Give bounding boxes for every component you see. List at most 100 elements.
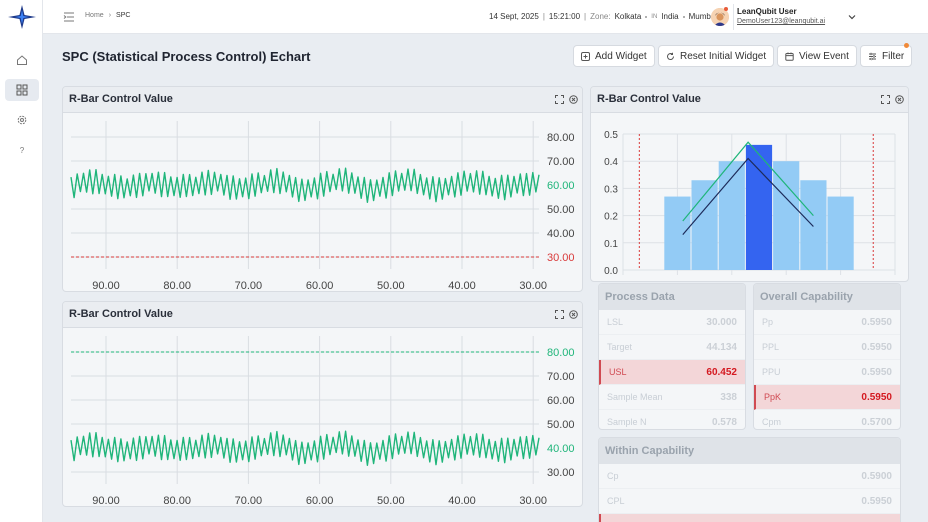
card-title: Overall Capability	[760, 291, 853, 303]
sidebar: ?	[0, 0, 43, 522]
card-title: Process Data	[605, 291, 675, 303]
row-value: 0.5950	[861, 367, 892, 378]
settings-icon	[17, 115, 27, 125]
y-tick-label: 70.00	[547, 156, 575, 168]
user-name[interactable]: LeanQubit User	[737, 7, 797, 16]
row-value: 338	[720, 392, 737, 403]
data-series-line	[70, 430, 540, 467]
y-tick-label: 0.4	[604, 157, 618, 168]
filter-icon	[869, 52, 876, 60]
reset-layout-button[interactable]: Reset Initial Widget	[658, 45, 775, 67]
row-value: 60.452	[706, 367, 737, 378]
top-bar: Home › SPC 14 Sept, 2025 | 15:21:00 | Zo…	[43, 0, 928, 34]
divider	[733, 4, 734, 30]
sidebar-item-help[interactable]: ?	[5, 139, 39, 161]
card-title: R-Bar Control Value	[69, 308, 173, 320]
city-value: Mumbai	[688, 12, 718, 21]
x-tick-label: 90.00	[92, 280, 120, 292]
y-tick-label: 80.00	[547, 132, 575, 144]
company-logo[interactable]	[6, 4, 38, 30]
row-value: 0.5900	[861, 471, 892, 482]
sidebar-item-settings[interactable]	[5, 109, 39, 131]
row-label: Target	[607, 342, 633, 352]
x-tick-label: 50.00	[377, 280, 405, 292]
card-header: R-Bar Control Value	[63, 302, 582, 328]
zone-label: Zone:	[590, 12, 611, 21]
row-value: 0.5950	[861, 392, 892, 403]
add-widget-button[interactable]: Add Widget	[573, 45, 655, 67]
sidebar-item-home[interactable]	[5, 49, 39, 71]
y-tick-label: 30.00	[547, 252, 575, 264]
row-label: Sample Mean	[607, 392, 663, 402]
home-icon	[17, 55, 27, 65]
y-tick-label: 0.2	[604, 212, 618, 223]
histogram-bar	[773, 161, 800, 270]
table-row: Target 44.134	[599, 335, 745, 360]
chevron-down-icon[interactable]	[847, 12, 857, 22]
dot-separator	[682, 15, 685, 18]
rbar-control-chart-card-2: R-Bar Control Value 80.00 70.00 60.00 50.00…	[62, 301, 583, 507]
y-tick-label: 70.00	[547, 371, 575, 383]
row-label: PPU	[762, 367, 781, 377]
card-header: Process Data	[599, 284, 745, 310]
close-icon[interactable]	[569, 95, 578, 104]
y-tick-label: 80.00	[547, 347, 575, 359]
table-row: PpK 0.5950	[754, 385, 900, 410]
row-label: CPL	[607, 496, 625, 506]
table-row: USL 60.452	[599, 360, 745, 385]
row-label: Pp	[762, 317, 774, 327]
x-tick-label: 80.00	[163, 280, 191, 292]
y-tick-label: 50.00	[547, 204, 575, 216]
row-value: 44.134	[706, 342, 737, 353]
breadcrumb-current: SPC	[116, 12, 131, 19]
user-email[interactable]: DemoUser123@leanqubit.ai	[737, 18, 826, 25]
row-value: 0.5950	[861, 342, 892, 353]
expand-icon[interactable]	[555, 95, 564, 104]
expand-icon[interactable]	[555, 310, 564, 319]
x-tick-label: 40.00	[448, 495, 476, 507]
header-time: 15:21:00	[548, 12, 581, 21]
y-tick-label: 0.5	[604, 130, 618, 141]
within-capability-table: Cp 0.5900 CPL 0.5950 CPU0.5950	[599, 464, 900, 522]
calendar-icon	[785, 52, 794, 61]
overall-capability-table: Pp 0.5950 PPL 0.5950 PPU 0.5950 PpK 0.5950 Cpm 0.…	[754, 310, 900, 429]
table-row: Cp 0.5900	[599, 464, 900, 489]
table-row: Sample N 0.578	[599, 410, 745, 429]
filter-button[interactable]: Filter	[860, 45, 913, 67]
row-value: 0.5700	[861, 417, 892, 428]
breadcrumb-home[interactable]: Home	[85, 12, 104, 19]
y-tick-label: 0.0	[604, 266, 618, 277]
row-label: USL	[609, 367, 627, 377]
sidebar-item-dashboard[interactable]	[5, 79, 39, 101]
y-tick-label: 40.00	[547, 443, 575, 455]
y-tick-label: 60.00	[547, 180, 575, 192]
card-header: R-Bar Control Value	[63, 87, 582, 113]
y-tick-label: 40.00	[547, 228, 575, 240]
row-label: PPL	[762, 342, 780, 352]
avatar[interactable]	[711, 8, 729, 26]
row-label: Cp	[607, 471, 619, 481]
close-icon[interactable]	[895, 95, 904, 104]
process-data-table: LSL 30.000 Target 44.134 USL 60.452 Sample Mea…	[599, 310, 745, 429]
view-event-button[interactable]: View Event	[777, 45, 857, 67]
rbar-histogram-card: R-Bar Control Value 0.50.40.30.20.10.00.…	[590, 86, 909, 282]
header-info: 14 Sept, 2025 | 15:21:00 | Zone: Kolkata…	[489, 12, 717, 21]
fit-curve-line	[682, 141, 814, 222]
filter-active-dot	[904, 43, 909, 48]
menu-toggle-icon[interactable]	[63, 11, 75, 23]
card-header: Overall Capability	[754, 284, 900, 310]
x-tick-label: 60.00	[306, 495, 334, 507]
zone-value: Kolkata	[614, 12, 642, 21]
histogram-bar	[718, 161, 745, 270]
y-tick-label: 60.00	[547, 395, 575, 407]
x-tick-label: 40.00	[448, 280, 476, 292]
close-icon[interactable]	[569, 310, 578, 319]
expand-icon[interactable]	[881, 95, 890, 104]
table-row: Cpm 0.5700	[754, 410, 900, 429]
overall-capability-card: Overall Capability Pp 0.5950 PPL 0.5950 PPU 0…	[753, 283, 901, 430]
separator: |	[542, 12, 545, 21]
y-tick-label: 0.3	[604, 184, 618, 195]
table-row: Sample Mean 338	[599, 385, 745, 410]
table-row: LSL 30.000	[599, 310, 745, 335]
separator: |	[584, 12, 587, 21]
